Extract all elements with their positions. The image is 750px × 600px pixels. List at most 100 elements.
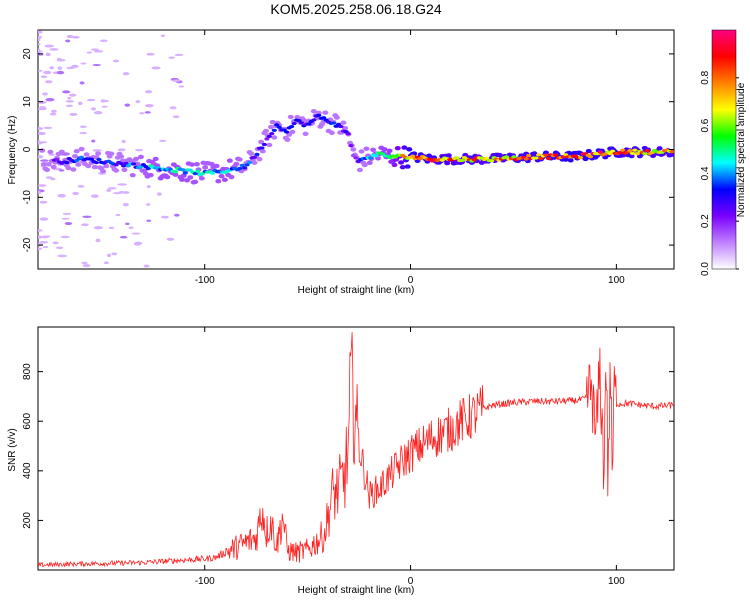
spectrogram-ridge-cell xyxy=(535,153,542,157)
spectrogram-speckle xyxy=(157,192,162,196)
spectrogram-speckle xyxy=(122,202,129,207)
spectrogram-ridge-cell xyxy=(353,156,359,160)
spectrogram-halo xyxy=(180,173,187,178)
snr-panel: -100 0 100 200 400 600 800 Height of straight… xyxy=(7,326,675,596)
spectrogram-ridge-cell xyxy=(121,164,127,168)
snr-series-line xyxy=(38,332,674,568)
spectrogram-halo xyxy=(70,167,77,172)
snr-y-ticks: 200 400 600 800 xyxy=(22,363,674,529)
spectrogram-halo xyxy=(118,154,125,159)
y-tick-label: 400 xyxy=(22,462,33,479)
spectrogram-speckle xyxy=(82,264,91,268)
spectrogram-ridge-cell xyxy=(345,132,351,136)
spectrogram-speckle xyxy=(62,90,71,94)
spectrogram-speckle xyxy=(60,235,70,239)
colorbar-tick-label: 0.0 xyxy=(700,262,711,276)
spectrogram-speckle xyxy=(146,185,151,189)
spectrogram-ridge-cell xyxy=(79,155,85,160)
spectrogram-halo xyxy=(542,150,549,155)
spectrogram-ridge-cell xyxy=(118,161,124,166)
y-tick-label: 200 xyxy=(22,512,33,529)
spectrogram-speckle xyxy=(135,148,144,152)
spectrogram-ridge-cell xyxy=(192,172,198,176)
spectrogram-halo xyxy=(496,153,503,158)
spectrogram-speckle xyxy=(62,212,72,215)
spectrogram-speckle xyxy=(38,154,42,157)
spectrogram-halo xyxy=(113,168,120,173)
spectrogram-speckle xyxy=(101,105,108,108)
spectrogram-ridge-cell xyxy=(254,152,260,156)
spectrogram-speckle xyxy=(108,226,115,229)
spectrogram-halo xyxy=(193,162,200,167)
spectrogram-halo xyxy=(83,152,90,157)
spectrogram-ridge-cell xyxy=(113,163,119,167)
spectrogram-speckle xyxy=(121,139,126,144)
spectrogram-speckle xyxy=(52,241,59,245)
spectrogram-halo xyxy=(271,135,278,140)
spectrogram-halo xyxy=(342,125,349,131)
spectrogram-halo xyxy=(179,177,186,182)
spectrogram-speckle xyxy=(43,126,53,129)
spectrogram-ridge-cell xyxy=(617,150,623,155)
spectrogram-speckle xyxy=(146,203,151,206)
spectrogram-ridge-cell xyxy=(130,162,137,166)
spectrogram-ridge-cell xyxy=(242,166,248,170)
spectrogram-halo xyxy=(668,152,674,158)
spectrogram-halo xyxy=(267,124,274,130)
spectrogram-ridge-cell xyxy=(145,167,151,171)
spectrogram-halo xyxy=(213,163,220,169)
spectrogram-halo xyxy=(248,151,255,156)
spectrogram-halo xyxy=(188,162,195,167)
y-tick-label: 600 xyxy=(22,412,33,429)
spectrogram-speckle xyxy=(67,97,72,100)
x-tick-label: 100 xyxy=(608,275,625,286)
spectrogram-speckle xyxy=(91,139,96,143)
spectrogram-halo xyxy=(129,172,136,178)
spectrogram-speckle xyxy=(38,38,41,42)
spectrogram-halo xyxy=(251,160,258,165)
spectrogram-speckle xyxy=(45,176,53,179)
spectrogram-halo xyxy=(310,108,317,114)
spectrogram-speckle xyxy=(93,50,104,53)
spectrogram-speckle xyxy=(38,156,43,159)
spectrogram-speckle xyxy=(42,92,48,96)
spectrogram-speckle xyxy=(45,98,55,102)
spectrogram-halo xyxy=(370,147,377,153)
spectrogram-ridge-cell xyxy=(64,161,70,165)
spectrogram-speckle xyxy=(92,63,101,66)
spectrogram-speckle xyxy=(38,140,41,143)
spectrogram-halo xyxy=(100,169,107,174)
spectrogram-speckle xyxy=(106,188,112,192)
colorbar: 0.0 0.2 0.4 0.6 0.8 Normalized spectral ampl… xyxy=(700,29,747,276)
spectrogram-speckle xyxy=(86,51,92,54)
spectrogram-halo xyxy=(363,146,370,151)
spectrogram-ridge-cell xyxy=(172,170,179,174)
figure-title: KOM5.2025.258.06.18.G24 xyxy=(270,1,441,17)
spectrogram-ridge-cell xyxy=(526,153,532,158)
spectrogram-ridge-cell xyxy=(276,125,282,129)
spectrogram-halo xyxy=(85,163,92,169)
spectrogram-halo xyxy=(401,145,408,150)
spectrogram-speckle xyxy=(38,35,43,39)
spectrogram-speckle xyxy=(131,232,141,235)
y-tick-label: 20 xyxy=(22,48,33,60)
spectrogram-halo xyxy=(333,115,340,120)
spectrogram-speckle xyxy=(49,48,59,51)
spectrogram-ridge-cell xyxy=(545,156,552,161)
snr-y-label: SNR (v/v) xyxy=(7,428,18,471)
spectrogram-speckle xyxy=(112,59,120,63)
spectrogram-halo xyxy=(287,114,294,120)
spectrogram-speckle xyxy=(42,245,49,249)
spectrogram-ridge-cell xyxy=(629,151,636,155)
spectrogram-speckle xyxy=(56,57,62,62)
spectrogram-speckle xyxy=(138,112,145,115)
spectrogram-ridge-cell xyxy=(523,157,529,161)
spectrogram-halo xyxy=(108,151,115,156)
spectrogram-speckle xyxy=(55,246,64,250)
spectrogram-speckle xyxy=(117,183,128,186)
spectrogram-halo xyxy=(47,149,54,155)
x-tick-label: 0 xyxy=(408,275,414,286)
spectrogram-speckle xyxy=(92,149,102,152)
spectrogram-speckle xyxy=(65,104,74,108)
